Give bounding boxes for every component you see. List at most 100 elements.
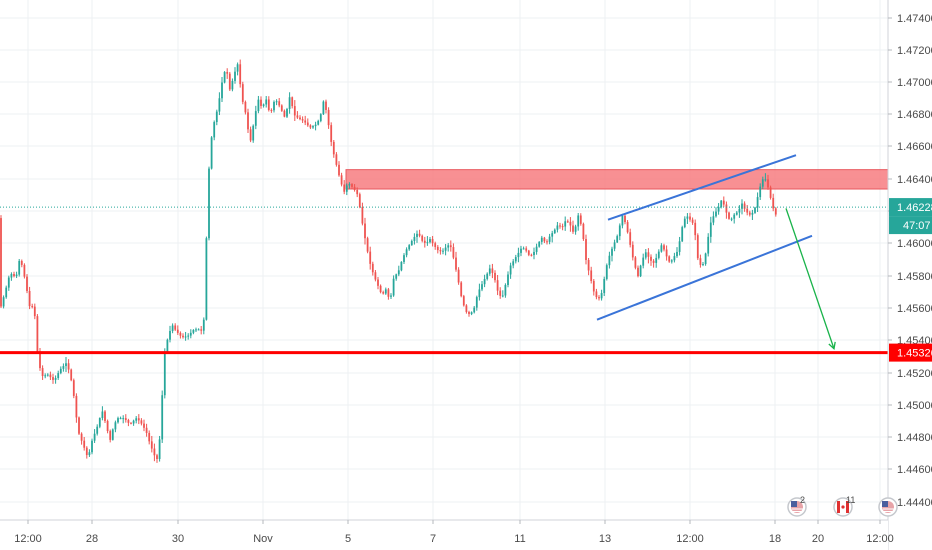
candle[interactable] <box>33 303 36 320</box>
candle[interactable] <box>20 259 23 268</box>
candle[interactable] <box>275 99 278 106</box>
candle[interactable] <box>111 428 114 441</box>
candle[interactable] <box>605 263 608 281</box>
candle[interactable] <box>153 443 156 462</box>
candle[interactable] <box>473 305 476 314</box>
candle[interactable] <box>668 255 671 263</box>
candle[interactable] <box>403 253 405 264</box>
candle[interactable] <box>273 100 275 113</box>
candle[interactable] <box>426 236 429 246</box>
candle[interactable] <box>522 246 525 250</box>
candle[interactable] <box>595 288 598 300</box>
candle[interactable] <box>195 327 197 333</box>
candle[interactable] <box>722 196 725 207</box>
candle[interactable] <box>314 121 317 131</box>
candle[interactable] <box>631 241 634 261</box>
candle[interactable] <box>340 172 343 187</box>
resistance-zone[interactable] <box>345 169 889 190</box>
candle[interactable] <box>416 230 418 243</box>
candle[interactable] <box>691 217 694 225</box>
candle[interactable] <box>553 228 556 234</box>
candle[interactable] <box>5 285 8 299</box>
candle[interactable] <box>374 269 377 282</box>
candle[interactable] <box>236 62 239 76</box>
candle[interactable] <box>603 276 606 297</box>
event-marker[interactable]: 11 <box>833 495 855 517</box>
candle[interactable] <box>36 314 39 353</box>
candle[interactable] <box>410 239 413 246</box>
candle[interactable] <box>46 373 49 377</box>
candle[interactable] <box>174 323 177 332</box>
candle[interactable] <box>650 254 652 266</box>
candle[interactable] <box>709 216 712 243</box>
candle[interactable] <box>418 229 421 238</box>
candle[interactable] <box>88 449 91 457</box>
candle[interactable] <box>31 303 34 309</box>
candle[interactable] <box>158 435 161 462</box>
candle[interactable] <box>114 420 117 433</box>
candle[interactable] <box>470 311 473 316</box>
candle[interactable] <box>579 213 582 226</box>
candle[interactable] <box>239 59 242 88</box>
candle[interactable] <box>135 416 138 424</box>
candle[interactable] <box>192 329 195 335</box>
candle[interactable] <box>187 333 190 340</box>
candle[interactable] <box>442 248 444 255</box>
candle[interactable] <box>535 243 538 255</box>
candle[interactable] <box>707 233 710 257</box>
candle[interactable] <box>265 96 268 108</box>
candle[interactable] <box>592 279 595 296</box>
candle[interactable] <box>109 429 112 443</box>
candle[interactable] <box>520 245 522 257</box>
candle[interactable] <box>202 317 205 335</box>
candle[interactable] <box>569 217 572 232</box>
candle[interactable] <box>156 453 158 463</box>
candle[interactable] <box>171 323 174 334</box>
candle[interactable] <box>683 216 686 229</box>
candle[interactable] <box>293 100 296 121</box>
candle[interactable] <box>283 109 286 118</box>
candle[interactable] <box>577 212 580 231</box>
candle[interactable] <box>257 95 260 114</box>
candle[interactable] <box>226 68 229 79</box>
candle[interactable] <box>382 290 385 295</box>
candle[interactable] <box>358 192 361 209</box>
candle[interactable] <box>13 271 15 278</box>
channel-upper-line[interactable] <box>607 154 797 221</box>
candle[interactable] <box>624 213 626 225</box>
candle[interactable] <box>163 348 166 399</box>
candle[interactable] <box>735 211 738 216</box>
candle[interactable] <box>564 216 567 231</box>
candle[interactable] <box>200 326 203 335</box>
candle[interactable] <box>387 287 390 300</box>
candle[interactable] <box>228 71 231 92</box>
candle[interactable] <box>527 249 530 257</box>
candle[interactable] <box>676 247 678 258</box>
candle[interactable] <box>525 246 528 253</box>
candle[interactable] <box>286 107 288 119</box>
candle[interactable] <box>644 248 647 260</box>
candle[interactable] <box>85 446 88 459</box>
candle[interactable] <box>117 416 119 424</box>
time-axis[interactable]: 12:00 28 30 Nov 5 7 11 13 12:00 18 20 12:00 <box>0 519 894 550</box>
candle[interactable] <box>639 264 642 278</box>
candle[interactable] <box>507 271 509 288</box>
candle[interactable] <box>379 284 382 294</box>
candle[interactable] <box>127 418 130 427</box>
candle[interactable] <box>670 259 673 264</box>
candle[interactable] <box>491 263 494 279</box>
candle[interactable] <box>78 416 80 435</box>
candle[interactable] <box>725 201 728 219</box>
candle[interactable] <box>280 104 283 112</box>
candle[interactable] <box>327 107 330 129</box>
candle[interactable] <box>483 274 486 288</box>
candle[interactable] <box>252 124 255 143</box>
candle[interactable] <box>611 246 613 262</box>
candle[interactable] <box>166 338 169 354</box>
candle[interactable] <box>28 286 31 310</box>
candle[interactable] <box>751 209 754 220</box>
candle[interactable] <box>330 122 333 147</box>
candle[interactable] <box>657 249 660 260</box>
candle[interactable] <box>660 243 663 253</box>
